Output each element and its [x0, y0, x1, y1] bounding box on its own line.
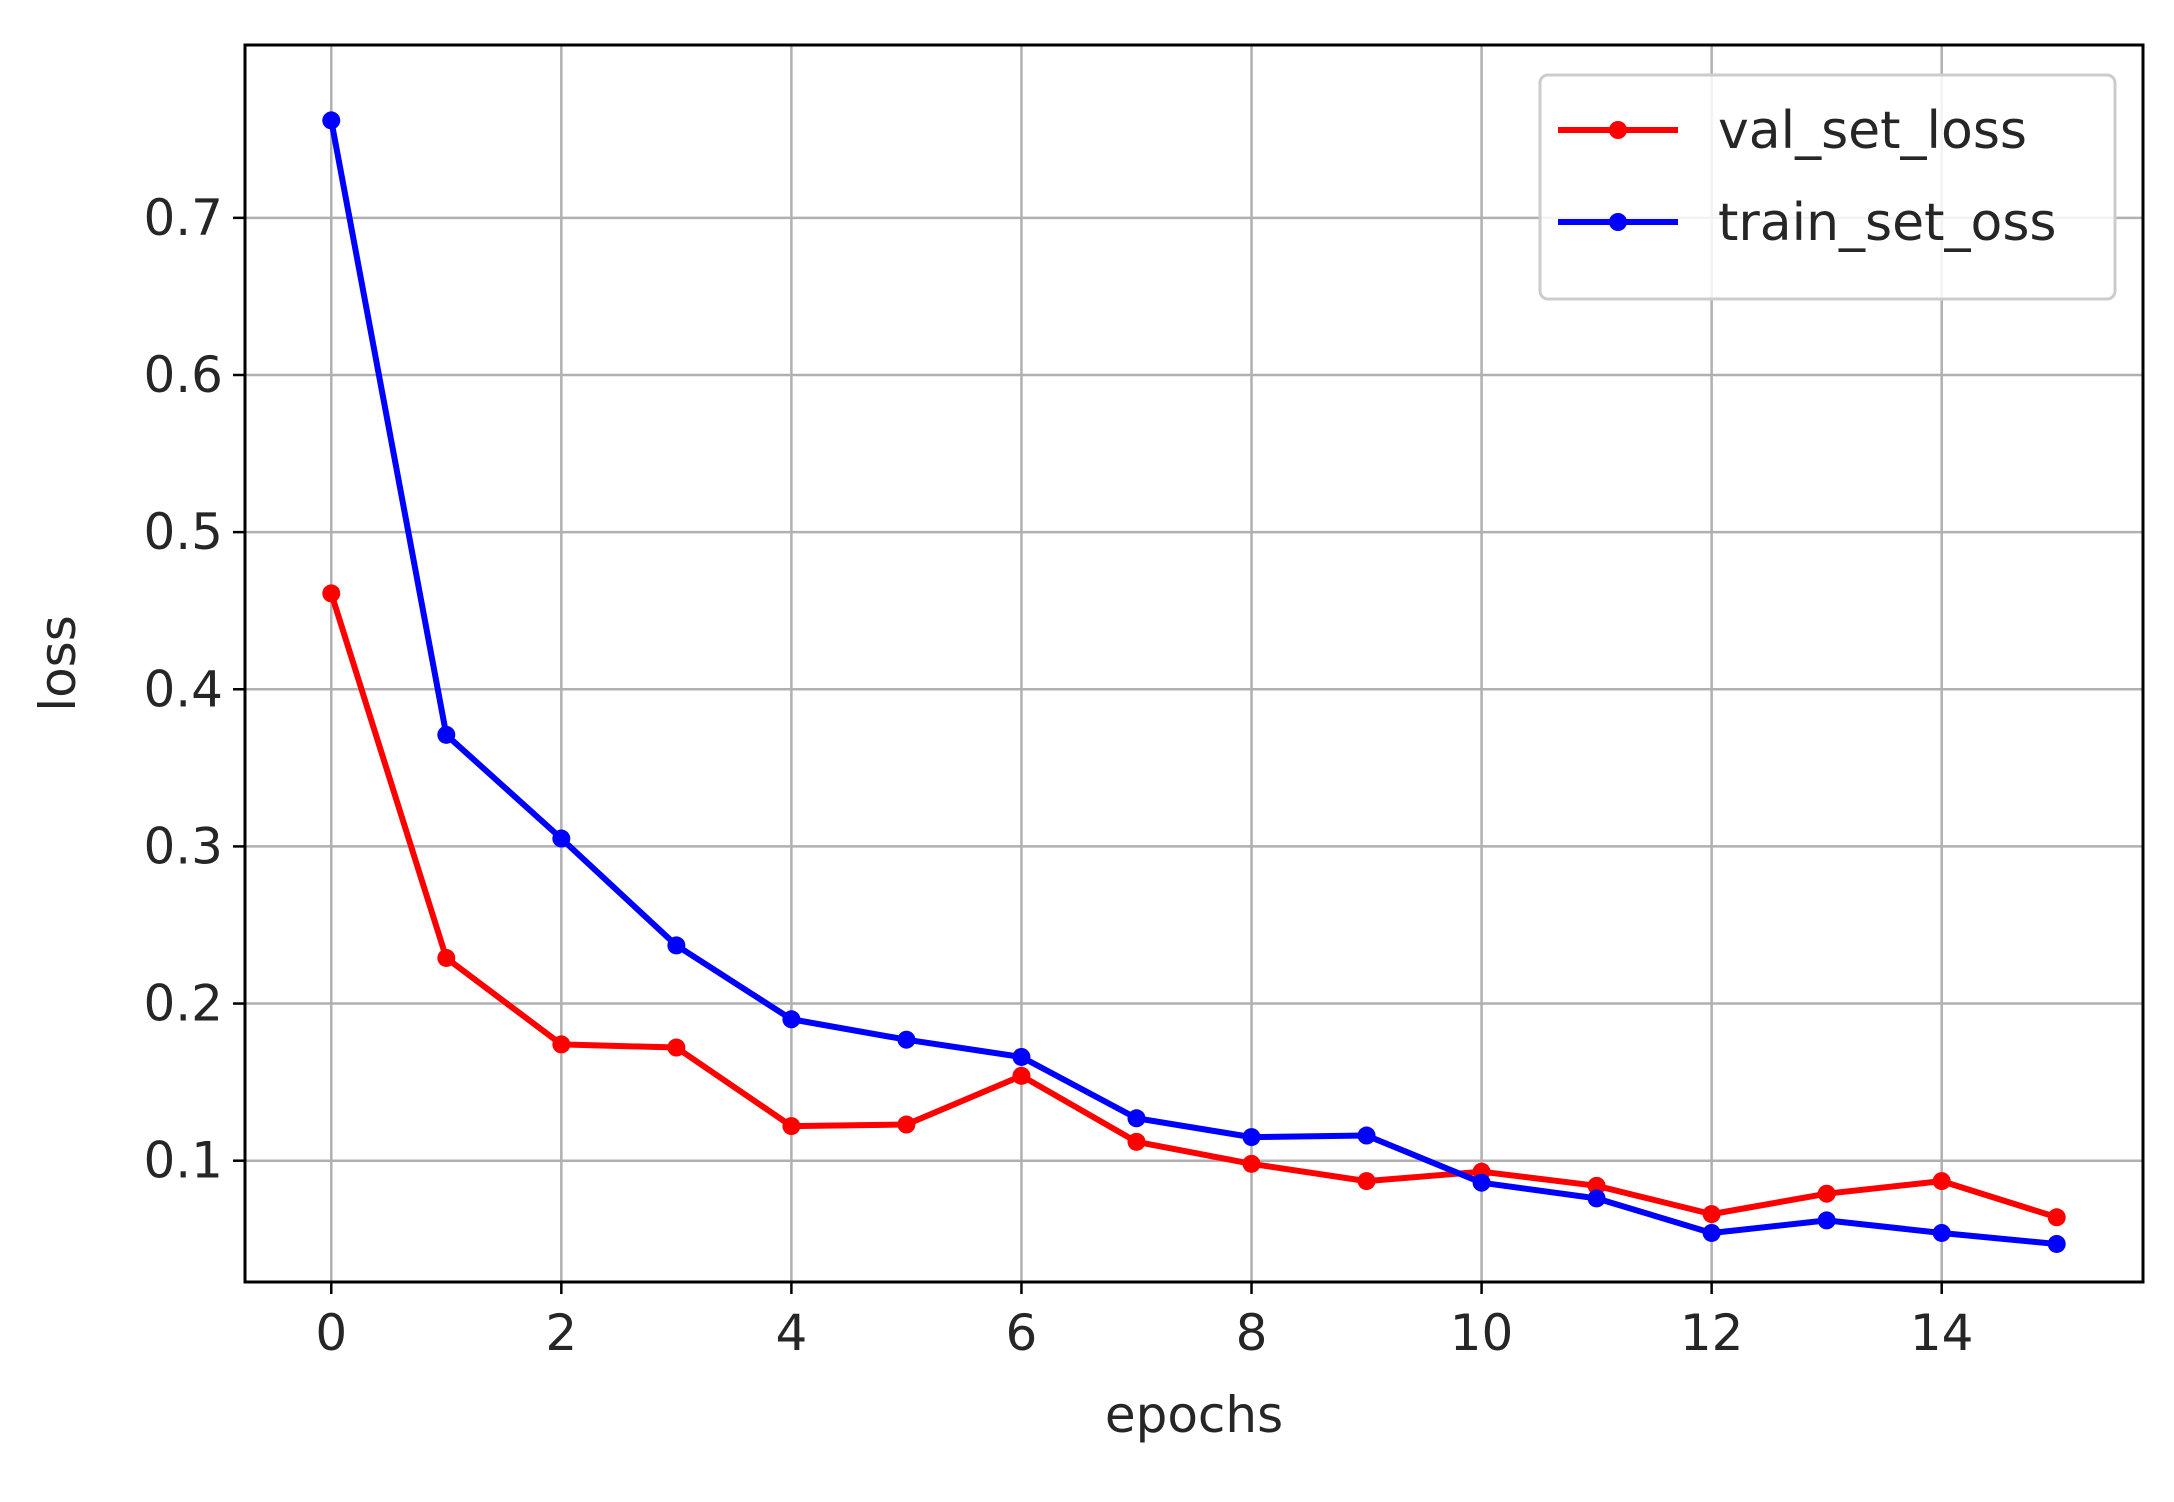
y-tick-label: 0.6: [143, 346, 223, 404]
legend-label: val_set_loss: [1718, 101, 2027, 161]
y-tick-label: 0.1: [143, 1132, 223, 1190]
series-layer: [322, 111, 2066, 1253]
y-tick-label: 0.3: [143, 817, 223, 875]
x-tick-label: 2: [545, 1304, 577, 1362]
data-point: [1932, 1172, 1951, 1191]
data-point: [667, 936, 686, 955]
data-point: [1012, 1047, 1031, 1066]
data-point: [437, 948, 456, 967]
legend: val_set_loss train_set_oss: [1538, 73, 2117, 301]
data-point: [1127, 1109, 1146, 1128]
legend-swatch-marker: [1609, 121, 1627, 139]
series-line: [328, 590, 2060, 1221]
ticks: 0 2 4 6 8 10 12 14 0.1 0.2 0.3 0.4 0.5 0.6 0.7: [143, 189, 1973, 1362]
data-point: [1817, 1211, 1836, 1230]
data-point: [437, 725, 456, 744]
data-point: [1242, 1128, 1261, 1147]
data-point: [667, 1038, 686, 1057]
data-point: [1702, 1223, 1721, 1242]
data-point: [1587, 1189, 1606, 1208]
x-tick-label: 0: [315, 1304, 347, 1362]
x-tick-label: 12: [1680, 1304, 1744, 1362]
data-point: [1472, 1173, 1491, 1192]
legend-box: [1538, 73, 2117, 301]
series-train_set_oss: [322, 111, 2066, 1253]
x-tick-label: 14: [1910, 1304, 1974, 1362]
y-tick-label: 0.7: [143, 189, 223, 247]
data-point: [897, 1030, 916, 1049]
data-point: [322, 111, 341, 130]
series-val_set_loss: [322, 584, 2066, 1227]
data-point: [782, 1010, 801, 1029]
y-tick-label: 0.5: [143, 503, 223, 561]
x-axis-label: epochs: [1105, 1386, 1283, 1444]
legend-swatch-marker: [1609, 213, 1627, 231]
data-point: [1242, 1154, 1261, 1173]
data-point: [1357, 1126, 1376, 1145]
legend-entry: val_set_loss: [1558, 101, 2027, 161]
data-point: [2047, 1234, 2066, 1253]
data-point: [1127, 1132, 1146, 1151]
data-point: [782, 1117, 801, 1136]
data-point: [552, 829, 571, 848]
legend-label: train_set_oss: [1718, 193, 2057, 253]
data-point: [1702, 1205, 1721, 1224]
data-point: [322, 584, 341, 603]
series-line: [328, 117, 2060, 1247]
x-tick-label: 6: [1006, 1304, 1038, 1362]
y-tick-label: 0.4: [143, 660, 223, 718]
data-point: [1012, 1066, 1031, 1085]
y-tick-label: 0.2: [143, 975, 223, 1033]
data-point: [1357, 1172, 1376, 1191]
data-point: [552, 1035, 571, 1054]
x-tick-label: 10: [1450, 1304, 1514, 1362]
data-point: [1932, 1223, 1951, 1242]
plot-frame: [243, 43, 2145, 1284]
data-point: [897, 1115, 916, 1134]
data-point: [2047, 1208, 2066, 1227]
data-point: [1817, 1184, 1836, 1203]
legend-entry: train_set_oss: [1558, 193, 2057, 253]
y-axis-label: loss: [29, 615, 87, 712]
data-point: [1587, 1176, 1606, 1195]
x-tick-label: 4: [775, 1304, 807, 1362]
x-tick-label: 8: [1236, 1304, 1268, 1362]
